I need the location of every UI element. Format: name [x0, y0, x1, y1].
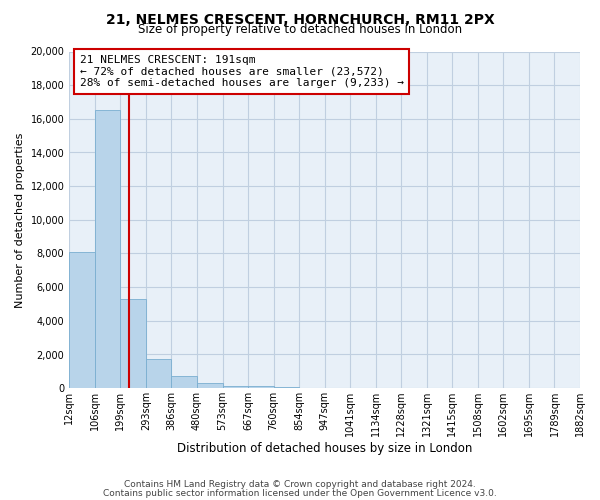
Bar — [172, 376, 197, 388]
Y-axis label: Number of detached properties: Number of detached properties — [15, 132, 25, 308]
Bar — [121, 299, 146, 388]
Bar — [248, 386, 274, 388]
Bar — [223, 386, 248, 388]
Bar — [146, 358, 172, 388]
Bar — [197, 383, 223, 388]
Text: 21 NELMES CRESCENT: 191sqm
← 72% of detached houses are smaller (23,572)
28% of : 21 NELMES CRESCENT: 191sqm ← 72% of deta… — [80, 55, 404, 88]
X-axis label: Distribution of detached houses by size in London: Distribution of detached houses by size … — [177, 442, 472, 455]
Text: 21, NELMES CRESCENT, HORNCHURCH, RM11 2PX: 21, NELMES CRESCENT, HORNCHURCH, RM11 2P… — [106, 12, 494, 26]
Text: Contains public sector information licensed under the Open Government Licence v3: Contains public sector information licen… — [103, 488, 497, 498]
Text: Size of property relative to detached houses in London: Size of property relative to detached ho… — [138, 22, 462, 36]
Bar — [69, 252, 95, 388]
Text: Contains HM Land Registry data © Crown copyright and database right 2024.: Contains HM Land Registry data © Crown c… — [124, 480, 476, 489]
Bar — [95, 110, 121, 388]
